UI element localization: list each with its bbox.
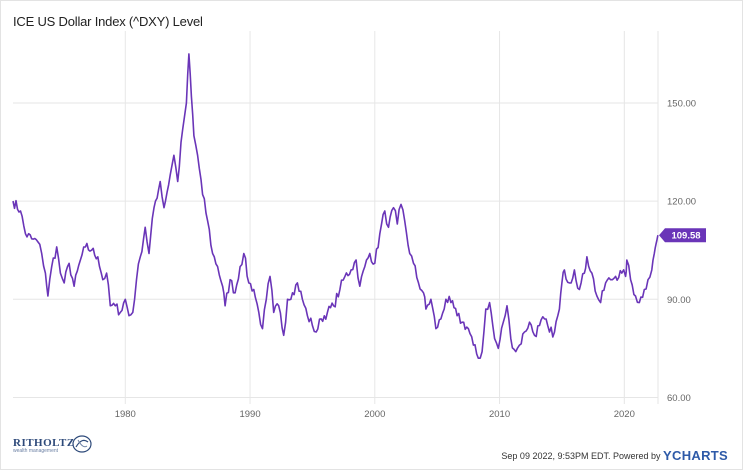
x-tick-label: 2000 (364, 409, 385, 420)
x-tick-label: 1990 (239, 409, 260, 420)
y-tick-label: 150.00 (667, 98, 696, 109)
dxy-series-line (12, 53, 659, 359)
last-value-badge-shape (659, 228, 706, 243)
x-tick-label: 2020 (614, 409, 635, 420)
y-tick-label: 90.00 (667, 295, 691, 306)
ritholtz-logo: RITHOLTZ wealth management (13, 437, 75, 454)
y-tick-label: 60.00 (667, 393, 691, 404)
x-tick-label: 1980 (115, 409, 136, 420)
x-tick-label: 2010 (489, 409, 510, 420)
ycharts-logo: YCHARTS (663, 448, 728, 463)
x-axis-ticks: 1980 1990 2000 2010 2020 (115, 409, 635, 420)
y-axis-ticks: 60.00 90.00 120.00 150.00 (667, 98, 696, 403)
logo-subtitle: wealth management (13, 448, 59, 454)
timestamp-text: Sep 09 2022, 9:53PM EDT. Powered by (501, 451, 661, 461)
logo-name: RITHOLTZ (13, 437, 75, 449)
footer-attribution: Sep 09 2022, 9:53PM EDT. Powered by YCHA… (501, 448, 728, 463)
ycharts-y: Y (663, 448, 673, 463)
chart-title: ICE US Dollar Index (^DXY) Level (13, 14, 203, 29)
ritholtz-emblem-icon (72, 435, 92, 453)
ycharts-rest: CHARTS (672, 448, 728, 463)
last-value-label: 109.58 (671, 231, 700, 242)
y-tick-label: 120.00 (667, 197, 696, 208)
grid-lines (13, 31, 659, 404)
last-value-badge: 109.58 (659, 228, 706, 243)
